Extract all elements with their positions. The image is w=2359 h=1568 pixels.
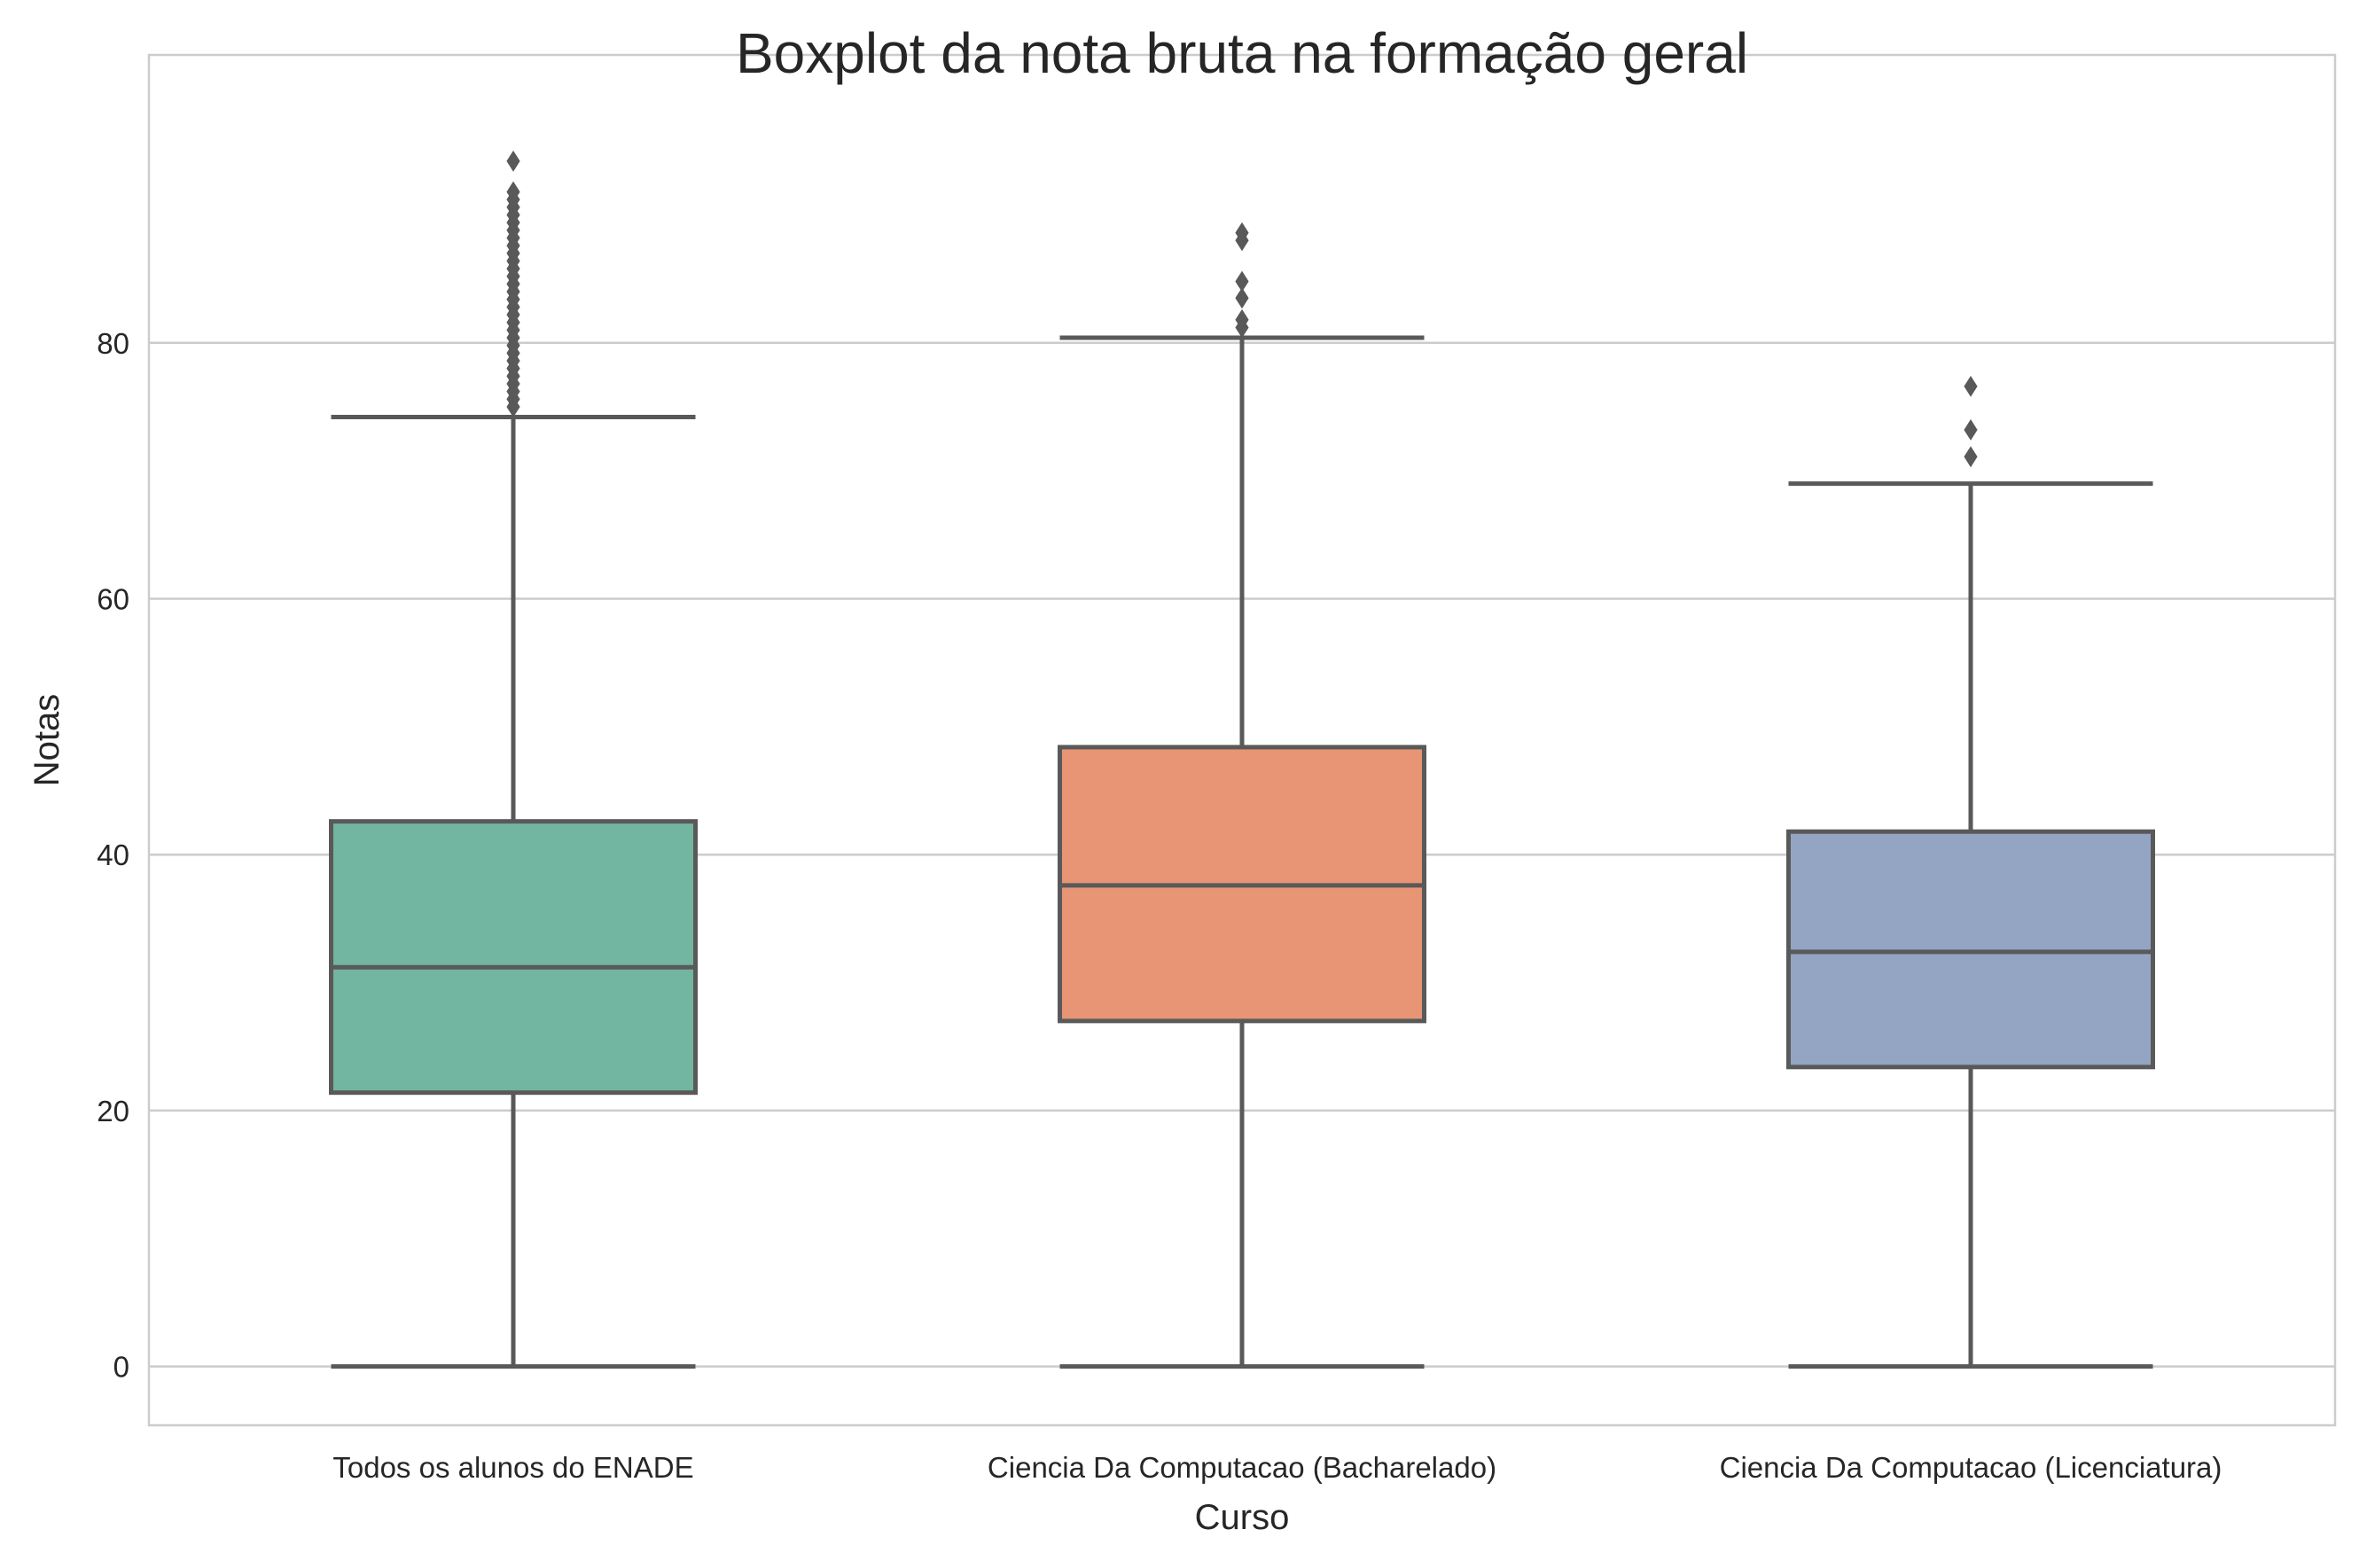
x-tick-label: Ciencia Da Computacao (Bacharelado): [988, 1451, 1496, 1484]
y-tick-label: 80: [97, 327, 129, 360]
y-tick-label: 0: [113, 1351, 129, 1384]
plot-frame: [147, 53, 2337, 1427]
y-axis-label: Notas: [27, 694, 66, 787]
x-tick-labels: Todos os alunos do ENADE Ciencia Da Compu…: [332, 1451, 2222, 1484]
outlier-point: [1964, 375, 1978, 397]
x-tick-label: Ciencia Da Computacao (Licenciatura): [1720, 1451, 2222, 1484]
x-axis-label: Curso: [1195, 1498, 1290, 1537]
outlier-point: [1235, 222, 1249, 244]
iqr-box: [329, 819, 698, 1096]
outlier-point: [1235, 287, 1249, 309]
box-group: [329, 150, 698, 1369]
y-tick-label: 20: [97, 1095, 129, 1127]
y-tick-label: 40: [97, 839, 129, 871]
outlier-point: [506, 150, 520, 172]
x-tick-label: Todos os alunos do ENADE: [332, 1451, 693, 1484]
outlier-point: [1235, 308, 1249, 331]
outlier-point: [1964, 446, 1978, 468]
box-group: [1786, 375, 2155, 1369]
boxes: [329, 150, 2155, 1369]
box-group: [1058, 222, 1426, 1369]
y-tick-label: 60: [97, 582, 129, 615]
outlier-point: [1235, 270, 1249, 293]
outlier-point: [506, 181, 520, 203]
outlier-point: [1964, 419, 1978, 441]
y-tick-labels: 0 20 40 60 80: [97, 327, 129, 1384]
chart-title: Boxplot da nota bruta na formação geral: [736, 21, 1748, 85]
iqr-box: [1786, 829, 2155, 1070]
